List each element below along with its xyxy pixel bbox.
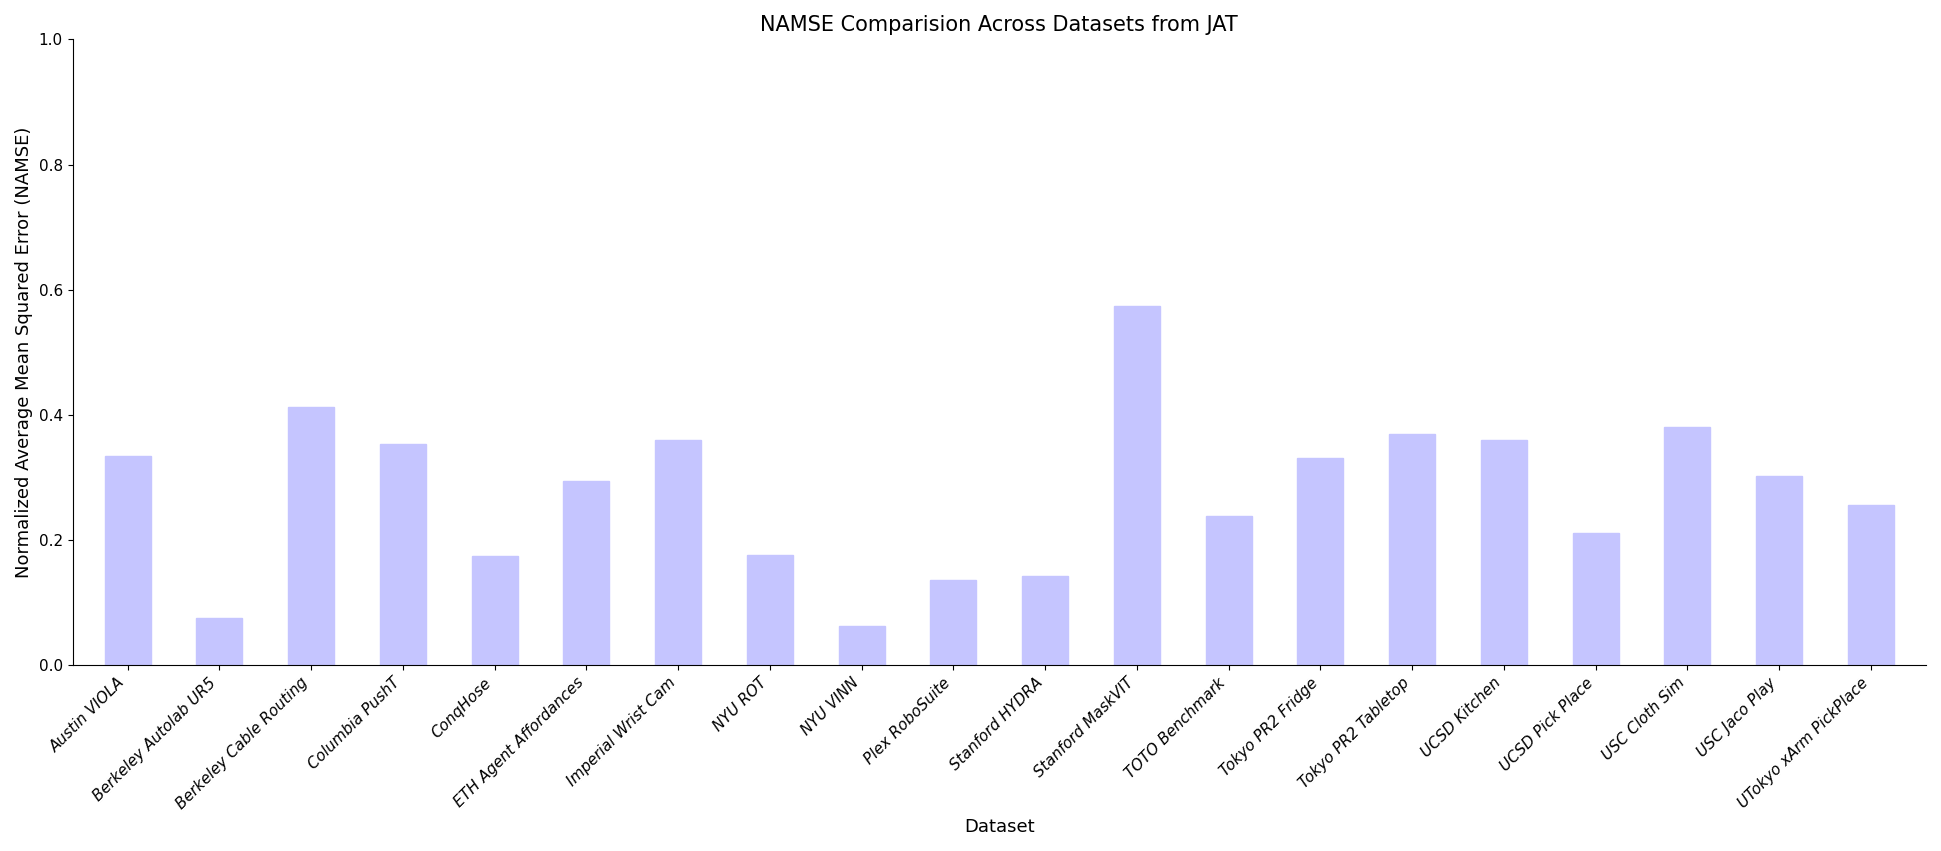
Bar (839, 626, 885, 665)
Bar (1481, 440, 1528, 665)
Title: NAMSE Comparision Across Datasets from JAT: NAMSE Comparision Across Datasets from J… (761, 15, 1238, 35)
Bar (1205, 517, 1252, 665)
Bar (196, 619, 243, 665)
Bar (563, 481, 609, 665)
Bar (747, 555, 792, 665)
Bar (656, 440, 701, 665)
Bar (1665, 427, 1710, 665)
Bar (380, 444, 425, 665)
Bar (1757, 477, 1801, 665)
X-axis label: Dataset: Dataset (965, 818, 1035, 836)
Bar (1297, 458, 1343, 665)
Bar (1114, 306, 1161, 665)
Bar (287, 407, 334, 665)
Bar (1023, 576, 1068, 665)
Bar (1390, 434, 1434, 665)
Bar (105, 455, 151, 665)
Bar (1572, 534, 1619, 665)
Bar (930, 580, 976, 665)
Bar (1848, 505, 1894, 665)
Bar (472, 556, 518, 665)
Y-axis label: Normalized Average Mean Squared Error (NAMSE): Normalized Average Mean Squared Error (N… (16, 127, 33, 578)
